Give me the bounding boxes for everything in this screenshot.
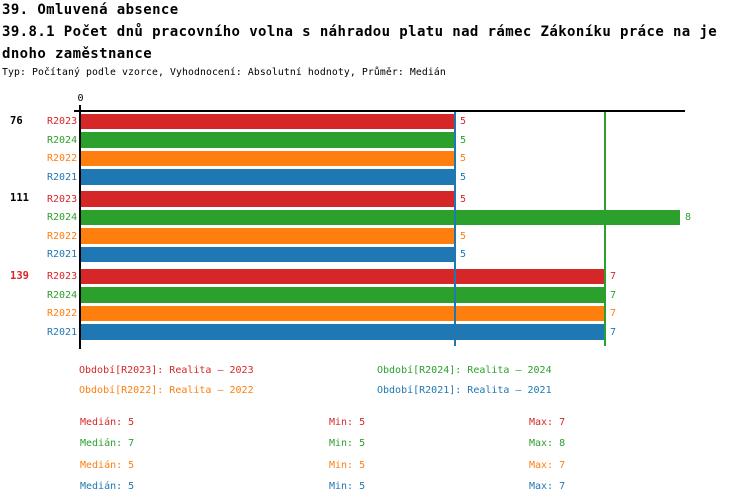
page-subtitle-line2: dnoho zaměstnance	[2, 46, 153, 62]
stat-max-R2021: Max: 7	[529, 481, 566, 492]
legend-item-R2021: Období[R2021]: Realita – 2021	[377, 384, 552, 396]
bar-R2021-group-139	[81, 324, 605, 340]
bar-value-label-R2023-group-139: 7	[610, 271, 617, 282]
series-tick-label-R2023: R2023	[47, 193, 78, 205]
page-subtitle-line1: 39.8.1 Počet dnů pracovního volna s náhr…	[2, 24, 718, 40]
bar-value-label-R2024-group-139: 7	[610, 289, 617, 301]
bar-R2023-group-76	[81, 113, 455, 129]
bar-R2023-group-139	[81, 268, 605, 284]
series-tick-label-R2021: R2021	[47, 171, 78, 183]
bar-value-label-R2021-group-76: 5	[460, 171, 467, 183]
bar-R2021-group-76	[81, 169, 455, 185]
stat-max-R2023: Max: 7	[529, 416, 566, 428]
series-tick-label-R2022: R2022	[47, 153, 78, 165]
bar-value-label-R2021-group-111: 5	[460, 249, 467, 261]
bar-value-label-R2023-group-111: 5	[460, 193, 467, 205]
stat-max-R2022: Max: 7	[529, 459, 566, 471]
series-tick-label-R2023: R2023	[47, 116, 78, 127]
stat-min-R2024: Min: 5	[329, 438, 366, 449]
bar-value-label-R2024-group-111: 8	[685, 212, 692, 224]
stat-min-R2022: Min: 5	[329, 459, 366, 471]
bar-R2024-group-139	[81, 287, 605, 303]
group-label-139: 139	[10, 269, 29, 282]
bar-value-label-R2022-group-111: 5	[460, 230, 467, 242]
y-axis-line	[79, 105, 81, 349]
median-line-R2024	[604, 112, 606, 346]
page-title: 39. Omluvená absence	[2, 2, 179, 18]
stat-median-R2022: Medián: 5	[80, 459, 135, 471]
stat-median-R2023: Medián: 5	[80, 416, 135, 428]
legend-item-R2024: Období[R2024]: Realita – 2024	[377, 364, 552, 376]
series-tick-label-R2024: R2024	[47, 134, 78, 146]
bar-R2024-group-76	[81, 132, 455, 148]
stat-median-R2021: Medián: 5	[80, 481, 135, 492]
stat-min-R2023: Min: 5	[329, 416, 366, 428]
stat-min-R2021: Min: 5	[329, 481, 366, 492]
series-tick-label-R2022: R2022	[47, 308, 78, 320]
bar-value-label-R2022-group-76: 5	[460, 153, 467, 165]
median-line-R2021	[454, 112, 456, 346]
chart-area: 0 76 R2023 5 R2024 5 R2022 5 R2021 5 111 R2023 5 R20…	[10, 93, 692, 349]
bar-R2023-group-111	[81, 191, 455, 207]
bar-value-label-R2024-group-76: 5	[460, 134, 467, 146]
stat-max-R2024: Max: 8	[529, 438, 566, 449]
series-tick-label-R2023: R2023	[47, 271, 78, 282]
x-axis-origin-tick-label: 0	[77, 93, 84, 104]
legend-item-R2023: Období[R2023]: Realita – 2023	[79, 364, 254, 376]
group-label-76: 76	[10, 114, 23, 127]
page-meta: Typ: Počítaný podle vzorce, Vyhodnocení:…	[2, 67, 446, 78]
bar-R2024-group-111	[81, 209, 680, 226]
series-tick-label-R2024: R2024	[47, 289, 78, 301]
stat-median-R2024: Medián: 7	[80, 438, 135, 449]
x-axis-line	[74, 110, 685, 112]
legend-item-R2022: Období[R2022]: Realita – 2022	[79, 384, 254, 396]
series-tick-label-R2022: R2022	[47, 230, 78, 242]
group-label-111: 111	[10, 192, 29, 204]
bar-R2021-group-111	[81, 246, 455, 263]
bar-value-label-R2023-group-76: 5	[460, 116, 467, 127]
bar-R2022-group-111	[81, 228, 455, 244]
bar-R2022-group-139	[81, 305, 605, 322]
series-tick-label-R2021: R2021	[47, 249, 78, 261]
series-tick-label-R2021: R2021	[47, 326, 78, 338]
bar-value-label-R2022-group-139: 7	[610, 308, 617, 320]
bar-value-label-R2021-group-139: 7	[610, 326, 617, 338]
bar-R2022-group-76	[81, 150, 455, 167]
series-tick-label-R2024: R2024	[47, 212, 78, 224]
